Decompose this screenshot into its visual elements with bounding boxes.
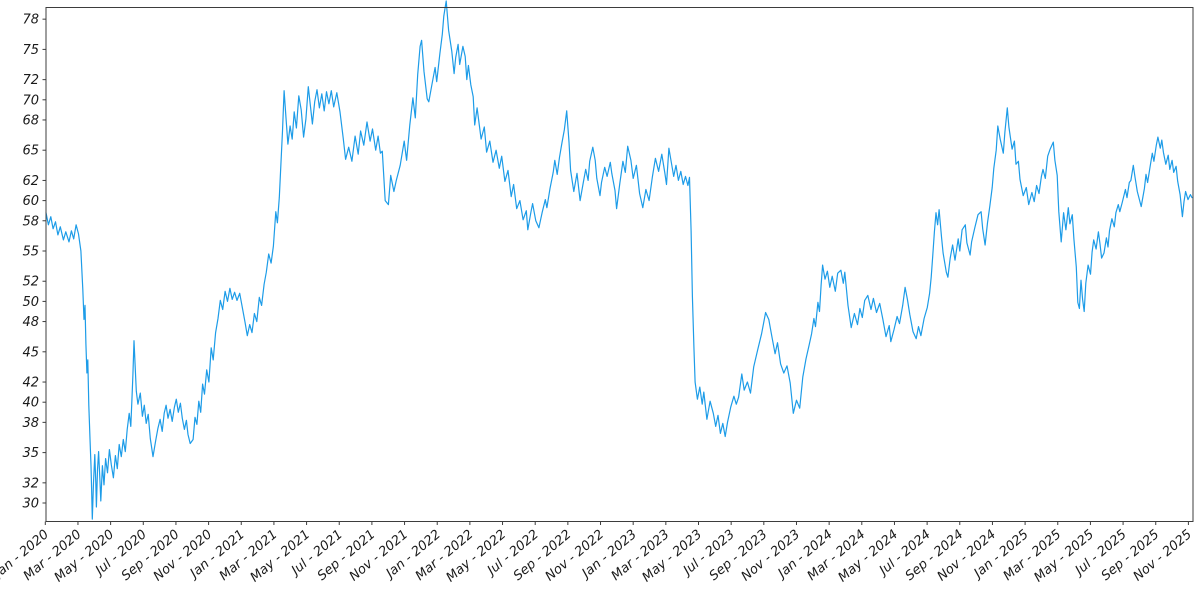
y-tick-label: 42 <box>22 376 39 391</box>
plot-frame <box>45 7 1194 522</box>
y-tick-label: 48 <box>22 315 39 330</box>
y-tick-label: 30 <box>22 497 39 512</box>
y-tick-label: 62 <box>22 174 39 189</box>
y-tick-label: 65 <box>22 144 39 159</box>
y-tick-label: 60 <box>22 194 39 209</box>
y-tick-label: 52 <box>22 275 39 290</box>
y-tick-label: 72 <box>22 73 39 88</box>
y-tick-label: 40 <box>22 396 39 411</box>
price-line-series <box>45 0 1193 520</box>
y-tick-label: 50 <box>22 295 39 310</box>
y-tick-label: 38 <box>22 416 39 431</box>
y-tick-label: 68 <box>22 113 39 128</box>
y-tick-label: 55 <box>22 245 39 260</box>
y-tick-label: 70 <box>22 93 39 108</box>
y-tick-label: 58 <box>22 214 39 229</box>
y-tick-label: 75 <box>22 43 39 58</box>
y-axis: 78 75 72 70 68 65 62 60 58 55 52 50 48 45 42 40 38 35 32 30 <box>22 13 46 512</box>
y-tick-label: 32 <box>22 476 39 491</box>
y-tick-label: 78 <box>22 13 39 28</box>
y-tick-label: 45 <box>22 345 39 360</box>
y-tick-label: 35 <box>22 446 39 461</box>
